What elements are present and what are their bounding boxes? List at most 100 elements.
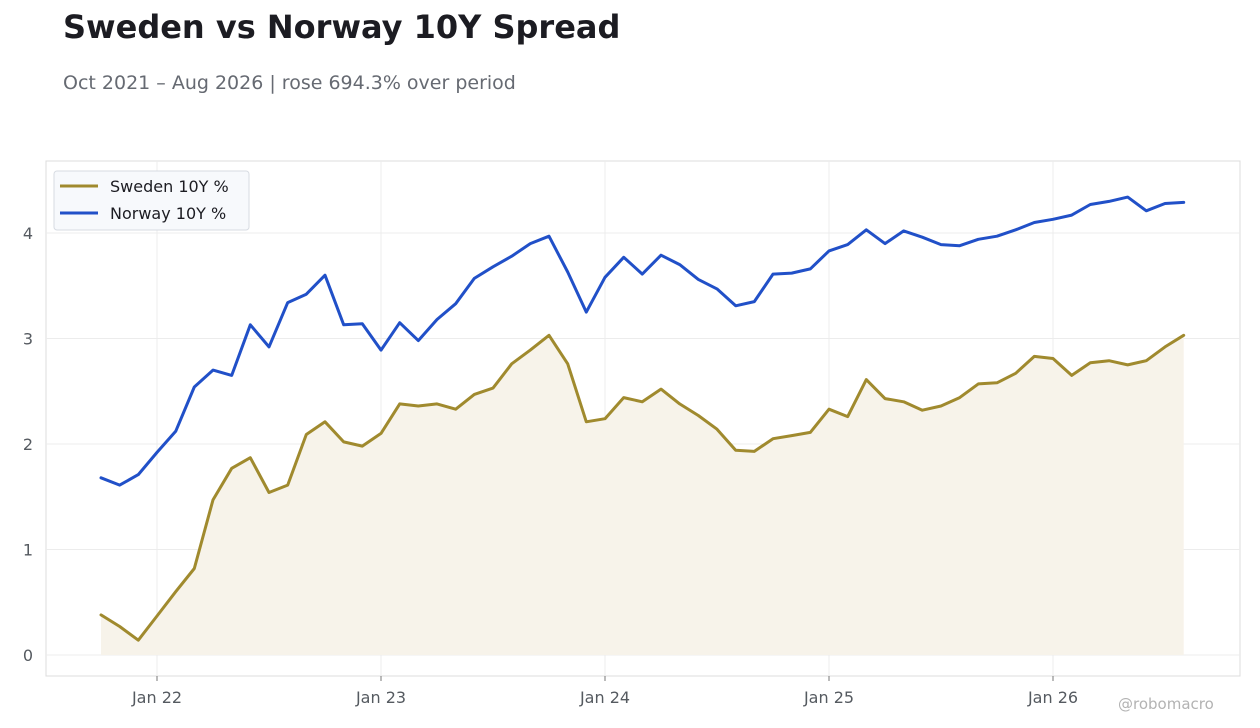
data-point <box>1070 213 1074 217</box>
data-point <box>976 237 980 241</box>
data-point <box>1014 228 1018 232</box>
data-point <box>846 415 850 419</box>
data-point <box>566 362 570 366</box>
y-tick-label: 2 <box>23 435 33 454</box>
data-point <box>734 304 738 308</box>
data-point <box>528 348 532 352</box>
data-point <box>920 408 924 412</box>
data-point <box>1032 221 1036 225</box>
data-point <box>864 378 868 382</box>
series-line-2 <box>99 195 1186 487</box>
data-point <box>995 234 999 238</box>
data-point <box>267 345 271 349</box>
data-point <box>491 265 495 269</box>
data-point <box>678 263 682 267</box>
data-point <box>752 449 756 453</box>
data-point <box>622 255 626 259</box>
data-point <box>939 243 943 247</box>
data-point <box>454 407 458 411</box>
data-point <box>1032 354 1036 358</box>
series-area-1 <box>101 335 1184 655</box>
data-point <box>958 244 962 248</box>
data-point <box>734 448 738 452</box>
data-point <box>696 414 700 418</box>
data-point <box>510 254 514 258</box>
data-point <box>136 638 140 642</box>
data-point <box>192 385 196 389</box>
data-point <box>622 396 626 400</box>
x-axis-ticks: Jan 22 Jan 23 Jan 24 Jan 25 Jan 26 <box>131 676 1078 707</box>
data-point <box>398 402 402 406</box>
x-tick-label: Jan 23 <box>355 688 406 707</box>
data-point <box>902 400 906 404</box>
data-point <box>864 228 868 232</box>
data-point <box>1051 217 1055 221</box>
data-point <box>435 402 439 406</box>
data-point <box>790 434 794 438</box>
data-point <box>678 402 682 406</box>
data-point <box>174 429 178 433</box>
data-point <box>304 292 308 296</box>
data-point <box>1088 203 1092 207</box>
data-point <box>958 396 962 400</box>
plot-frame <box>45 160 1241 677</box>
data-point <box>827 249 831 253</box>
data-point <box>304 433 308 437</box>
data-point <box>1126 195 1130 199</box>
data-point <box>454 302 458 306</box>
data-point <box>752 300 756 304</box>
data-point <box>696 277 700 281</box>
data-point <box>995 381 999 385</box>
data-point <box>230 466 234 470</box>
data-point <box>566 270 570 274</box>
data-point <box>771 437 775 441</box>
data-point <box>323 273 327 277</box>
x-tick-label: Jan 26 <box>1027 688 1078 707</box>
data-point <box>1182 200 1186 204</box>
data-point <box>472 276 476 280</box>
x-tick-label: Jan 25 <box>803 688 854 707</box>
data-point <box>1070 373 1074 377</box>
data-point <box>286 483 290 487</box>
data-point <box>118 625 122 629</box>
data-point <box>771 272 775 276</box>
data-point <box>155 450 159 454</box>
y-tick-label: 0 <box>23 646 33 665</box>
data-point <box>472 392 476 396</box>
chart-title: Sweden vs Norway 10Y Spread <box>63 8 621 46</box>
data-point <box>360 322 364 326</box>
data-point <box>1107 359 1111 363</box>
data-point <box>584 420 588 424</box>
data-point <box>883 397 887 401</box>
legend-label: Sweden 10Y % <box>110 177 229 196</box>
data-point <box>976 382 980 386</box>
y-tick-label: 4 <box>23 224 33 243</box>
data-point <box>174 590 178 594</box>
data-point <box>715 427 719 431</box>
data-point <box>323 420 327 424</box>
data-point <box>99 476 103 480</box>
x-tick-label: Jan 22 <box>131 688 182 707</box>
data-point <box>379 431 383 435</box>
data-point <box>1163 345 1167 349</box>
data-point <box>1163 202 1167 206</box>
chart-subtitle: Oct 2021 – Aug 2026 | rose 694.3% over p… <box>63 72 516 94</box>
data-point <box>547 333 551 337</box>
data-point <box>136 473 140 477</box>
data-point <box>584 310 588 314</box>
data-point <box>939 404 943 408</box>
data-point <box>920 235 924 239</box>
data-point <box>640 400 644 404</box>
data-point <box>342 323 346 327</box>
series-line-1 <box>99 333 1186 642</box>
data-point <box>435 318 439 322</box>
data-point <box>230 373 234 377</box>
data-point <box>1144 209 1148 213</box>
data-point <box>547 234 551 238</box>
watermark: @robomacro <box>1118 695 1214 713</box>
legend: Sweden 10Y % Norway 10Y % <box>53 170 250 231</box>
y-axis-ticks: 0 1 2 3 4 <box>23 224 33 665</box>
data-point <box>808 430 812 434</box>
data-point <box>510 362 514 366</box>
data-point <box>416 339 420 343</box>
